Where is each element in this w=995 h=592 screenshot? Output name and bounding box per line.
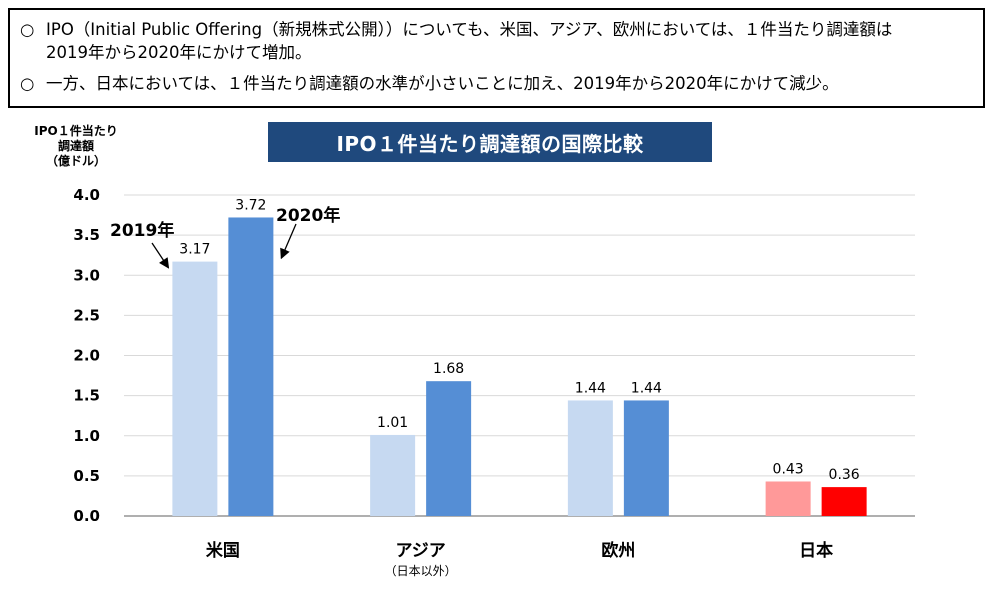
- summary-notes-box: ○ IPO（Initial Public Offering（新規株式公開））につ…: [8, 8, 985, 108]
- bar: [172, 261, 218, 516]
- bar: [228, 217, 274, 516]
- bar-value-label: 1.44: [575, 380, 606, 396]
- bar: [623, 400, 669, 516]
- circle-bullet-icon: ○: [20, 20, 35, 39]
- bar-value-label: 3.72: [235, 197, 266, 213]
- y-tick-label: 0.0: [73, 507, 100, 525]
- arrow-2020-icon: [280, 223, 297, 260]
- y-tick-label: 2.0: [73, 347, 100, 365]
- y-tick-label: 1.0: [73, 427, 100, 445]
- x-tick-sublabel: （日本以外）: [385, 564, 457, 578]
- y-tick-label: 3.5: [73, 226, 100, 244]
- chart-title: IPO１件当たり調達額の国際比較: [268, 122, 712, 162]
- note-text-line: 一方、日本においては、１件当たり調達額の水準が小さいことに加え、2019年から2…: [46, 74, 839, 93]
- y-tick-label: 3.0: [73, 266, 100, 284]
- bar: [426, 381, 472, 516]
- circle-bullet-icon: ○: [20, 74, 35, 93]
- bar: [567, 400, 613, 516]
- y-axis-label: IPO１件当たり 調達額 （億ドル）: [28, 124, 124, 169]
- y-tick-label: 2.5: [73, 306, 100, 324]
- bar-value-label: 1.68: [433, 361, 464, 377]
- y-axis-label-line: 調達額: [57, 139, 94, 153]
- bar: [370, 434, 416, 516]
- legend-2019-label: 2019年: [110, 221, 175, 241]
- y-tick-label: 0.5: [73, 467, 100, 485]
- legend-2020-label: 2020年: [276, 206, 341, 226]
- x-tick-label: 欧州: [601, 540, 635, 561]
- bar-value-label: 3.17: [179, 242, 210, 258]
- y-tick-label: 1.5: [73, 387, 100, 405]
- y-axis-label-line: IPO１件当たり: [34, 124, 118, 138]
- y-axis-label-line: （億ドル）: [45, 154, 106, 168]
- x-tick-label: 日本: [799, 540, 833, 561]
- bar: [765, 481, 811, 516]
- bar-value-label: 0.43: [773, 461, 804, 477]
- bar-value-label: 1.44: [631, 380, 662, 396]
- bar-value-label: 0.36: [829, 467, 860, 483]
- bar: [821, 487, 867, 516]
- x-tick-label: アジア: [395, 541, 445, 561]
- y-tick-label: 4.0: [73, 186, 100, 204]
- note-text-line: 2019年から2020年にかけて増加。: [46, 43, 312, 62]
- note-text-line: IPO（Initial Public Offering（新規株式公開））について…: [46, 20, 893, 39]
- arrow-2019-icon: [151, 242, 170, 269]
- x-tick-label: 米国: [206, 540, 240, 561]
- bar-value-label: 1.01: [377, 415, 408, 431]
